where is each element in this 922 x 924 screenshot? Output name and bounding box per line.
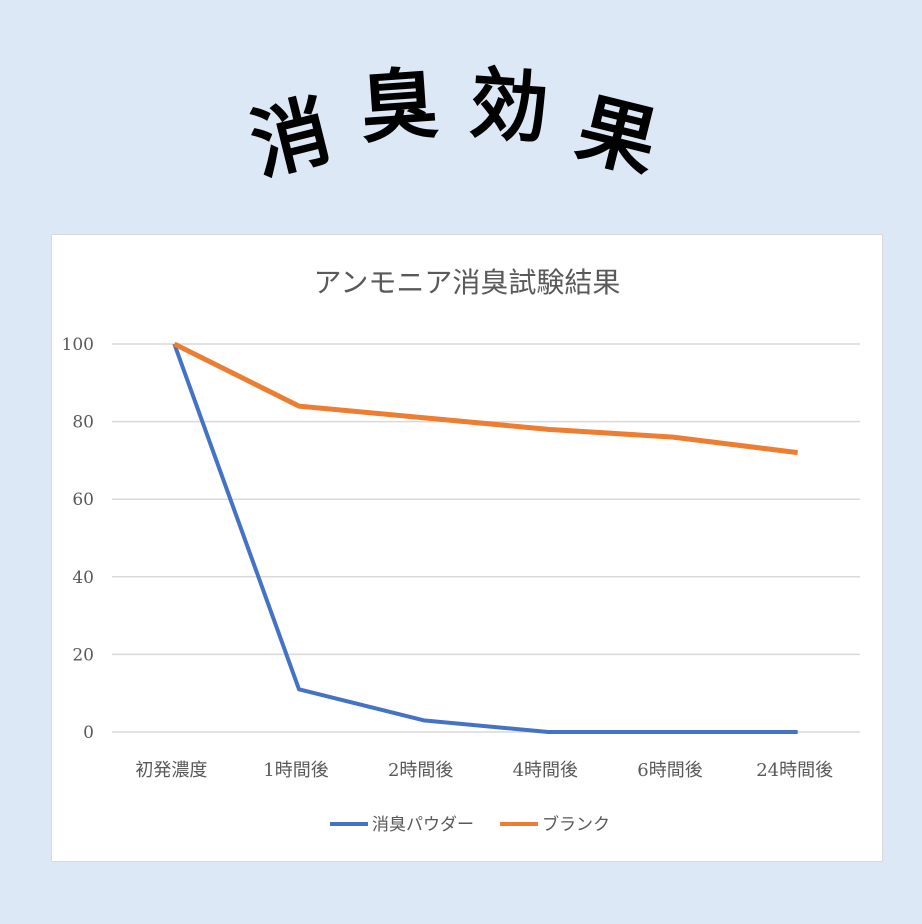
y-tick-label: 40	[72, 568, 94, 588]
legend-label: 消臭パウダー	[372, 815, 474, 835]
x-tick-label: 6時間後	[637, 760, 702, 781]
x-tick-label: 2時間後	[388, 760, 453, 781]
legend-label: ブランク	[542, 814, 610, 835]
banner-char: 消	[242, 85, 340, 193]
banner-char: 臭	[356, 59, 442, 155]
y-tick-label: 100	[62, 335, 94, 355]
y-tick-label: 60	[72, 490, 94, 510]
series-line	[172, 343, 798, 734]
x-tick-label: 4時間後	[513, 760, 578, 781]
y-tick-label: 80	[72, 413, 94, 433]
x-tick-label: 24時間後	[756, 760, 833, 781]
line-chart: アンモニア消臭試験結果 0 20 40 60 80 100 初発濃度 1時間後 2時間後 4時間後…	[62, 266, 860, 835]
banner-char: 果	[568, 83, 666, 191]
y-tick-label: 20	[72, 645, 94, 665]
banner-title: 消 臭 効 果	[0, 59, 922, 193]
banner-char: 効	[466, 59, 552, 155]
y-tick-label: 0	[83, 723, 94, 743]
chart-card: アンモニア消臭試験結果 0 20 40 60 80 100 初発濃度 1時間後 2時間後 4時間後…	[51, 234, 883, 862]
x-tick-label: 1時間後	[263, 760, 328, 781]
chart-title: アンモニア消臭試験結果	[314, 266, 621, 299]
series-line	[173, 341, 798, 456]
x-tick-label: 初発濃度	[135, 760, 207, 781]
